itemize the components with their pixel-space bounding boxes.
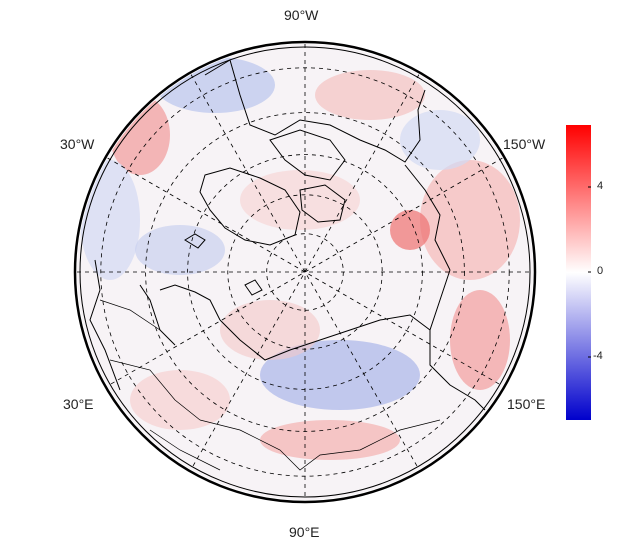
- colorbar-tick-label-neg4: -4: [593, 350, 603, 362]
- map-boundary-inner: [79, 46, 531, 498]
- colorbar: [566, 125, 591, 420]
- graticule: [77, 44, 533, 500]
- lon-label-150w: 150°W: [503, 136, 546, 152]
- lon-label-90w: 90°W: [284, 7, 319, 23]
- colorbar-tick-label-4: 4: [597, 180, 604, 192]
- lon-label-30w: 30°W: [60, 136, 95, 152]
- coastlines: [89, 59, 486, 471]
- lon-label-150e: 150°E: [507, 396, 546, 412]
- map-boundary-outer: [73, 40, 537, 504]
- lon-label-30e: 30°E: [63, 396, 94, 412]
- colorbar-ticks: [588, 186, 591, 358]
- colorbar-tick-label-0: 0: [597, 265, 604, 277]
- lon-label-90e: 90°E: [289, 524, 320, 540]
